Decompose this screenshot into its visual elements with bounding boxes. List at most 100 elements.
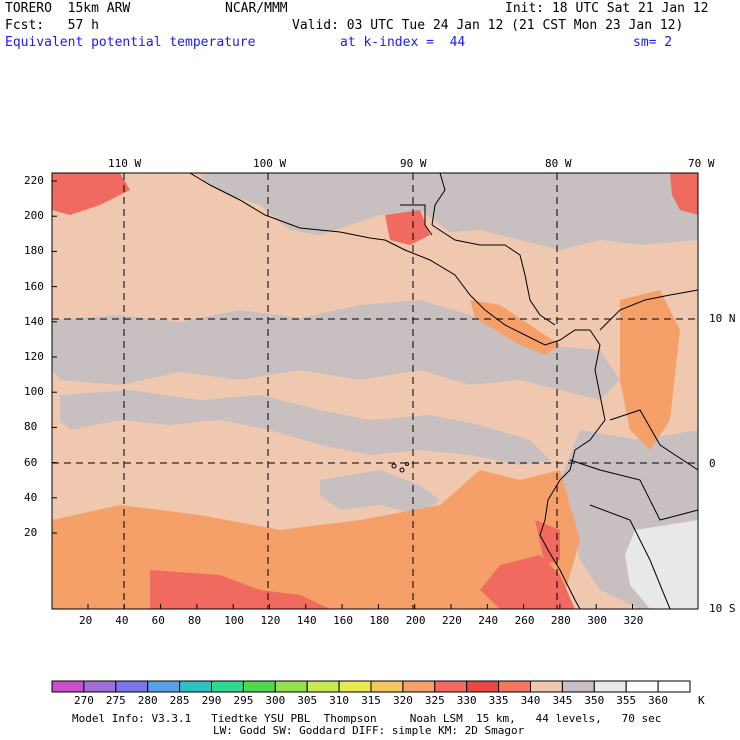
init-time: Init: 18 UTC Sat 21 Jan 12 xyxy=(505,1,709,16)
colorbar-label: 270 xyxy=(73,694,94,707)
lon-label-70w: 70 W xyxy=(688,157,715,170)
field-grey-band-2 xyxy=(60,390,550,465)
map-frame xyxy=(51,172,699,610)
forecast-hour: Fcst: 57 h xyxy=(5,18,99,33)
colorbar-swatch xyxy=(306,680,340,693)
y-tick-label: 120 xyxy=(24,350,44,363)
y-tick-label: 200 xyxy=(24,209,44,223)
colorbar-swatch xyxy=(179,680,213,693)
y-tick-label: 160 xyxy=(24,279,44,293)
y-tick-label: 220 xyxy=(24,174,44,187)
colorbar-swatch xyxy=(434,680,468,693)
lon-label-90w: 90 W xyxy=(400,157,427,170)
y-tick-label: 100 xyxy=(24,385,44,399)
y-tick-label: 80 xyxy=(24,420,38,434)
colorbar-swatch xyxy=(530,680,563,693)
colorbar-label: 355 xyxy=(616,694,637,707)
colorbar-swatch xyxy=(466,680,500,693)
coast-central-america xyxy=(384,239,590,346)
colorbar-label: 330 xyxy=(456,694,477,707)
lat-label-10s: 10 S xyxy=(709,602,736,615)
x-tick-label: 180 xyxy=(369,614,390,627)
axis-ticks xyxy=(52,180,633,609)
border-sa-3 xyxy=(589,504,671,610)
y-tick-label: 140 xyxy=(24,314,44,328)
field-red-south-core-2 xyxy=(480,555,575,609)
valid-time: Valid: 03 UTC Tue 24 Jan 12 (21 CST Mon … xyxy=(292,18,684,33)
colorbar-label: 335 xyxy=(488,694,509,707)
field-red-guatemala xyxy=(385,210,430,245)
border-sa-2 xyxy=(569,459,699,521)
field-name: Equivalent potential temperature xyxy=(5,35,256,50)
border-sa-1 xyxy=(609,409,699,471)
coast-caribbean-sa xyxy=(599,289,699,331)
colorbar xyxy=(51,680,691,693)
x-tick-label: 220 xyxy=(442,614,462,627)
coast-ecuador-peru xyxy=(539,479,581,610)
x-tick-label: 80 xyxy=(187,614,202,627)
x-tick-label: 320 xyxy=(623,614,644,627)
x-tick-label: 120 xyxy=(260,614,281,627)
lon-label-80w: 80 W xyxy=(545,157,572,170)
field-red-south-core xyxy=(150,570,330,609)
colorbar-label: 340 xyxy=(520,694,541,707)
lat-label-0: 0 xyxy=(709,457,716,470)
x-tick-label: 20 xyxy=(79,614,93,627)
smoothing-label: sm= 2 xyxy=(633,35,673,50)
x-tick-label: 140 xyxy=(296,614,317,627)
x-tick-label: 60 xyxy=(151,614,165,627)
colorbar-label: 310 xyxy=(329,694,350,707)
colorbar-swatch xyxy=(593,680,627,693)
colorbar-label: 295 xyxy=(233,694,254,707)
organization-label: NCAR/MMM xyxy=(225,1,288,16)
coast-central-america-north xyxy=(431,224,556,326)
colorbar-swatch xyxy=(657,680,691,693)
x-tick-label: 300 xyxy=(587,614,608,627)
colorbar-swatch xyxy=(83,680,117,693)
model-title: TORERO 15km ARW xyxy=(5,1,131,16)
x-tick-label: 200 xyxy=(405,614,426,627)
field-grey-band-1 xyxy=(52,300,620,400)
colorbar-label: 280 xyxy=(137,694,158,707)
x-tick-label: 40 xyxy=(115,614,129,627)
colorbar-label: 285 xyxy=(169,694,190,707)
colorbar-swatch xyxy=(242,680,276,693)
y-tick-label: 180 xyxy=(24,244,44,258)
lat-label-10n: 10 N xyxy=(709,312,736,325)
colorbar-label: 325 xyxy=(424,694,445,707)
colorbar-swatch xyxy=(51,680,85,693)
colorbar-label: 290 xyxy=(201,694,222,707)
colorbar-swatch xyxy=(274,680,308,693)
x-tick-label: 280 xyxy=(550,614,571,627)
model-info-line-2: LW: Godd SW: Goddard DIFF: simple KM: 2D… xyxy=(213,724,525,737)
level-label: at k-index = 44 xyxy=(340,35,466,50)
colorbar-swatch xyxy=(625,680,659,693)
graticule xyxy=(52,173,698,609)
colorbar-swatch xyxy=(498,680,532,693)
coastlines xyxy=(189,172,699,610)
galapagos-island xyxy=(391,463,397,469)
colorbar-label: 315 xyxy=(361,694,381,707)
colorbar-label: 300 xyxy=(265,694,286,707)
x-tick-label: 240 xyxy=(478,614,499,627)
colorbar-swatch xyxy=(402,680,436,693)
coast-yucatan xyxy=(431,172,446,226)
field-red-nw xyxy=(52,173,130,215)
x-tick-label: 160 xyxy=(333,614,353,627)
colorbar-label: 305 xyxy=(297,694,318,707)
border-guatemala xyxy=(400,204,433,236)
colorbar-swatch xyxy=(561,680,595,693)
colorbar-swatch xyxy=(338,680,372,693)
field-orange-colombia xyxy=(620,290,680,450)
field-grey-band-3 xyxy=(320,470,440,515)
colorbar-swatch xyxy=(370,680,404,693)
colorbar-swatch xyxy=(115,680,149,693)
lon-label-100w: 100 W xyxy=(253,157,287,170)
field-red-ne xyxy=(670,173,698,215)
colorbar-swatch xyxy=(211,680,244,693)
y-tick-label: 20 xyxy=(24,526,38,539)
colorbar-label: 345 xyxy=(552,694,573,707)
colorbar-label: 360 xyxy=(648,694,669,707)
x-tick-label: 100 xyxy=(224,614,245,627)
